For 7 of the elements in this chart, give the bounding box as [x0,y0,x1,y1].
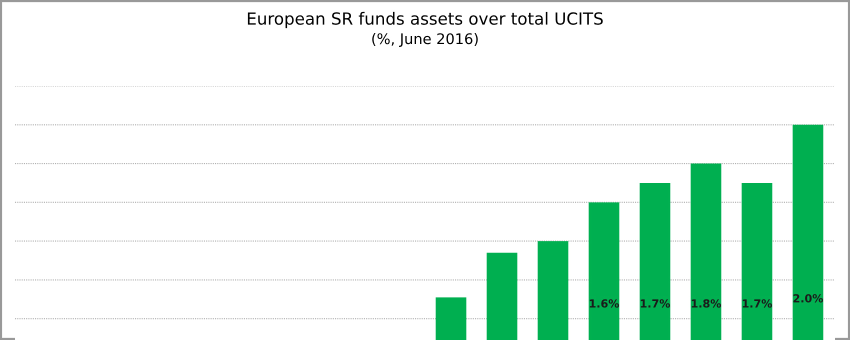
data-label: 1.7% [640,299,670,308]
data-label: 1.8% [692,299,722,308]
data-label: 1.7% [742,299,772,308]
chart-subtitle: (%, June 2016) [372,32,478,47]
data-label: 2.0% [793,294,824,303]
chart-title: European SR funds assets over total UCITS [248,12,603,28]
data-label: 1.6% [590,299,620,308]
